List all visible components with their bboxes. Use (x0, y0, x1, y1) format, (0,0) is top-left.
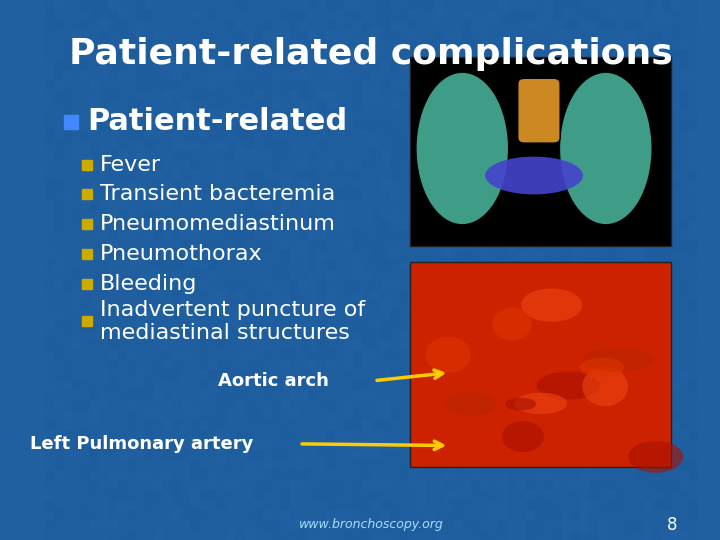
Text: Transient bacteremia: Transient bacteremia (100, 184, 336, 205)
Ellipse shape (583, 347, 652, 372)
Text: Patient-related complications: Patient-related complications (69, 37, 673, 71)
Ellipse shape (514, 393, 567, 414)
Text: Bleeding: Bleeding (100, 273, 197, 294)
Text: Fever: Fever (100, 154, 161, 175)
Ellipse shape (444, 392, 496, 416)
Text: 8: 8 (667, 516, 678, 534)
FancyBboxPatch shape (518, 78, 560, 143)
Ellipse shape (502, 421, 544, 452)
Text: Pneumothorax: Pneumothorax (100, 244, 263, 264)
Ellipse shape (580, 357, 624, 376)
Text: www.bronchoscopy.org: www.bronchoscopy.org (299, 518, 444, 531)
FancyBboxPatch shape (410, 262, 671, 467)
Text: Patient-related: Patient-related (87, 107, 347, 136)
Ellipse shape (417, 73, 508, 224)
Ellipse shape (521, 288, 582, 322)
Ellipse shape (582, 367, 628, 406)
Ellipse shape (628, 441, 683, 473)
Ellipse shape (426, 336, 471, 373)
Ellipse shape (492, 308, 532, 340)
Ellipse shape (537, 372, 600, 400)
Ellipse shape (485, 157, 583, 194)
Ellipse shape (505, 397, 536, 410)
FancyBboxPatch shape (410, 57, 671, 246)
Ellipse shape (560, 73, 652, 224)
Text: Pneumomediastinum: Pneumomediastinum (100, 214, 336, 234)
Text: Left Pulmonary artery: Left Pulmonary artery (30, 435, 253, 453)
Text: Inadvertent puncture of
mediastinal structures: Inadvertent puncture of mediastinal stru… (100, 300, 366, 343)
Text: Aortic arch: Aortic arch (217, 372, 328, 390)
